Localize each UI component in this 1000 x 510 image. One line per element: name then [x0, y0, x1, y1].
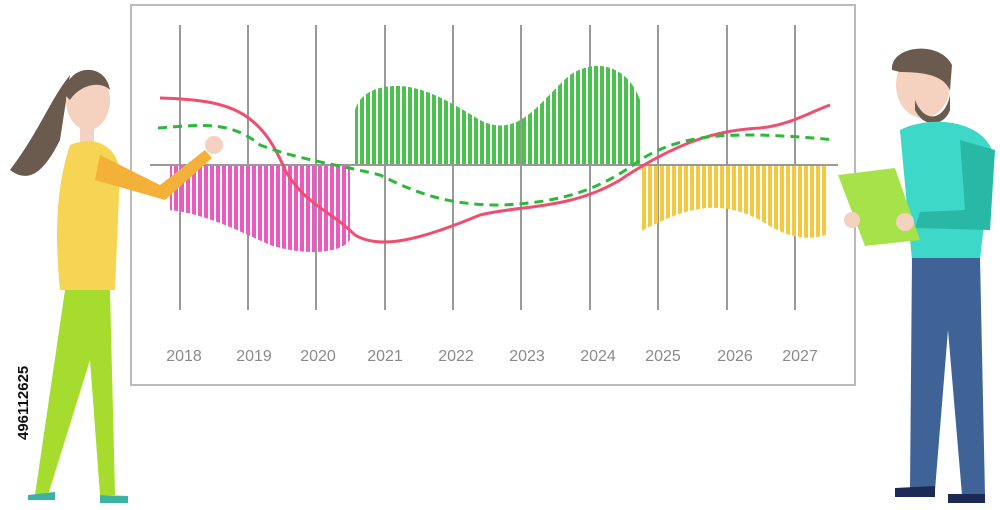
year-label: 2027 — [782, 348, 818, 365]
woman — [10, 69, 223, 503]
year-label: 2022 — [438, 348, 474, 365]
man — [838, 48, 995, 503]
year-label: 2026 — [717, 348, 753, 365]
year-label: 2023 — [509, 348, 545, 365]
year-label: 2025 — [645, 348, 681, 365]
year-label: 2021 — [367, 348, 403, 365]
board: 2018 2019 2020 2021 2022 2023 2024 2025 … — [130, 4, 856, 386]
year-label: 2024 — [580, 348, 616, 365]
stock-id: 496112625 — [15, 366, 32, 440]
year-label: 2019 — [236, 348, 272, 365]
year-label: 2020 — [300, 348, 336, 365]
year-label: 2018 — [166, 348, 202, 365]
